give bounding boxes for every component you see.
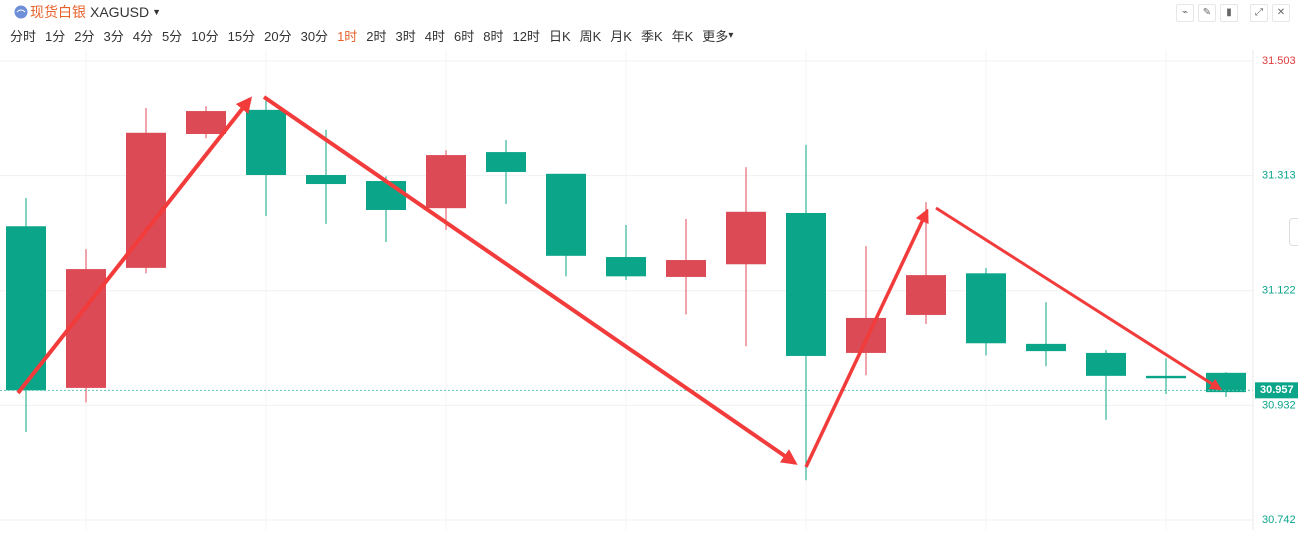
candle-body bbox=[306, 174, 346, 185]
dropdown-caret[interactable]: ▼ bbox=[152, 7, 162, 17]
timeframe-tab[interactable]: 10分 bbox=[191, 28, 219, 44]
current-price-box bbox=[1255, 382, 1298, 399]
timeframe-tab[interactable]: 更多 bbox=[702, 28, 729, 44]
timeframe-tab[interactable]: 6时 bbox=[454, 28, 475, 44]
candle-body bbox=[846, 317, 886, 353]
candle-body bbox=[486, 152, 526, 172]
timeframe-tab[interactable]: 8时 bbox=[483, 28, 504, 44]
y-tick-label: 30.932 bbox=[1262, 399, 1296, 411]
timeframe-tab[interactable]: 日K bbox=[548, 28, 571, 44]
timeframe-tab[interactable]: 4分 bbox=[132, 28, 153, 44]
candle-body bbox=[426, 155, 466, 209]
candle-body bbox=[1026, 343, 1066, 352]
candle-body bbox=[1086, 352, 1126, 376]
candle-body bbox=[246, 109, 286, 175]
toolbar: ⌁ ✎ ▮ ⤢ ✕ bbox=[1176, 4, 1290, 22]
symbol-name: 现货白银 bbox=[30, 4, 86, 20]
y-tick-label: 31.122 bbox=[1262, 285, 1296, 297]
timeframe-tab[interactable]: 15分 bbox=[227, 28, 256, 44]
timeframe-tab[interactable]: 1分 bbox=[45, 28, 66, 44]
candle-body bbox=[186, 111, 226, 134]
annotation-arrows bbox=[16, 95, 1223, 468]
timeframe-tab[interactable]: 3分 bbox=[103, 28, 124, 44]
candle-body bbox=[726, 211, 766, 265]
timeframe-tab[interactable]: 5分 bbox=[161, 28, 183, 44]
timeframe-tab[interactable]: 年K bbox=[671, 28, 694, 44]
timeframe-tab[interactable]: 1时 bbox=[337, 28, 358, 44]
timeframe-tab[interactable]: 2时 bbox=[366, 28, 387, 44]
tool-button[interactable]: ⌁ bbox=[1176, 4, 1194, 22]
timeframe-tab[interactable]: 20分 bbox=[264, 28, 292, 44]
candle-body bbox=[786, 212, 826, 356]
candle-body bbox=[606, 257, 646, 277]
current-price-label: 30.957 bbox=[1260, 384, 1294, 396]
y-tick-label: 31.313 bbox=[1262, 170, 1296, 182]
side-toggle[interactable] bbox=[1289, 218, 1298, 246]
candle-body bbox=[666, 260, 706, 277]
symbol-header[interactable]: 现货白银 XAGUSD ▼ bbox=[14, 2, 162, 22]
arrow bbox=[804, 208, 929, 468]
timeframe-tabs: 分时 1分 2分 3分 4分 5分 10分 15分 20分 30分 1时 2时 3时 4时 6时 8时 12时日… bbox=[10, 26, 733, 44]
more-caret[interactable]: ▾ bbox=[728, 29, 734, 41]
arrow bbox=[262, 95, 798, 465]
symbol-code: XAGUSD bbox=[90, 4, 150, 20]
timeframe-tab[interactable]: 季K bbox=[640, 28, 663, 44]
arrow bbox=[935, 206, 1223, 391]
timeframe-tab[interactable]: 月K bbox=[610, 28, 632, 44]
arrow bbox=[16, 96, 252, 395]
timeframe-tab[interactable]: 3时 bbox=[395, 28, 416, 44]
candle-body bbox=[546, 173, 586, 256]
timeframe-tab[interactable]: 分时 bbox=[10, 28, 37, 44]
timeframe-tab[interactable]: 4时 bbox=[424, 28, 445, 44]
y-tick-label: 30.742 bbox=[1262, 514, 1296, 526]
candle-body bbox=[366, 181, 406, 210]
timeframe-tab[interactable]: 30分 bbox=[300, 28, 329, 44]
tool-button[interactable]: ▮ bbox=[1220, 4, 1238, 22]
candle-body bbox=[966, 273, 1006, 344]
timeframe-tab[interactable]: 2分 bbox=[74, 28, 95, 44]
tool-button[interactable]: ✕ bbox=[1272, 4, 1290, 22]
candle-body bbox=[906, 275, 946, 315]
candle-body bbox=[1146, 375, 1186, 379]
y-tick-label: 31.503 bbox=[1262, 55, 1296, 67]
icon bbox=[14, 5, 28, 19]
tool-button[interactable]: ✎ bbox=[1198, 4, 1216, 22]
tool-button[interactable]: ⤢ bbox=[1250, 4, 1268, 22]
timeframe-tab[interactable]: 周K bbox=[579, 28, 602, 44]
timeframe-tab[interactable]: 12时 bbox=[512, 28, 540, 44]
